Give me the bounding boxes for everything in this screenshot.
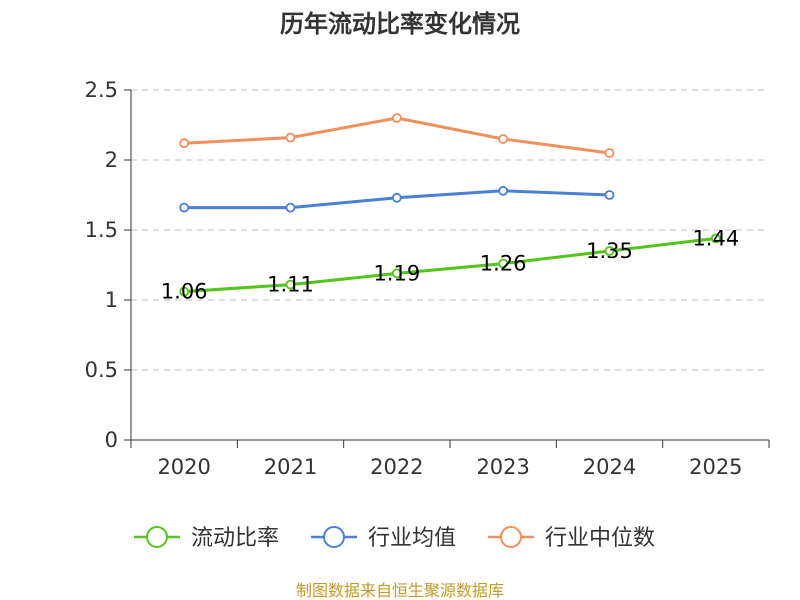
y-tick-label: 2.5 [85,78,118,102]
data-point [498,134,509,144]
data-point [604,148,615,158]
data-label: 1.06 [161,280,208,304]
y-tick-label: 1.5 [85,218,118,242]
data-point [179,202,190,213]
data-labels: 1.06 1.11 1.19 1.26 1.35 1.44 [161,226,739,303]
data-label: 1.11 [267,273,314,297]
y-tick-label: 2 [105,148,118,172]
x-tick-label: 2020 [157,455,210,479]
legend-swatch-marker [146,526,168,548]
series-line-1 [184,236,717,294]
source-note: 制图数据来自恒生聚源数据库 [296,581,504,600]
data-point [391,113,402,123]
data-point [498,185,509,196]
x-tick-label: 2021 [264,455,317,479]
x-tick-label: 2023 [476,455,529,479]
y-tick-label: 0 [105,428,118,452]
series-lines [179,113,721,297]
data-point [391,268,402,279]
legend-swatch-marker [323,526,345,548]
y-tick-label: 0.5 [85,358,118,382]
data-point [285,132,296,143]
legend: 流动比率 行业均值 行业中位数 [134,526,655,551]
data-point [604,190,615,200]
legend-label: 行业均值 [368,526,456,551]
data-point [285,279,296,290]
data-point [391,192,402,203]
data-point [285,202,296,213]
x-tick-label: 2025 [689,455,742,479]
x-tick-label: 2022 [370,455,423,479]
data-point [604,246,615,256]
data-point [498,258,509,269]
data-point [179,286,190,297]
grid-lines [131,89,769,371]
series-line-3 [184,116,610,155]
chart-title: 历年流动比率变化情况 [280,10,520,38]
data-point [710,233,721,244]
legend-label: 流动比率 [191,526,279,551]
legend-swatch-marker [500,526,522,548]
data-label: 1.26 [480,252,527,276]
axes: 0 0.5 1 1.5 2 2.5 2020 2021 2022 2023 2024 2025 [85,78,770,479]
data-label: 1.44 [692,226,739,250]
y-tick-label: 1 [105,288,118,312]
x-tick-label: 2024 [583,455,636,479]
data-label: 1.19 [373,261,420,285]
legend-label: 行业中位数 [545,526,655,551]
data-point [179,138,190,149]
data-label: 1.35 [586,239,633,263]
